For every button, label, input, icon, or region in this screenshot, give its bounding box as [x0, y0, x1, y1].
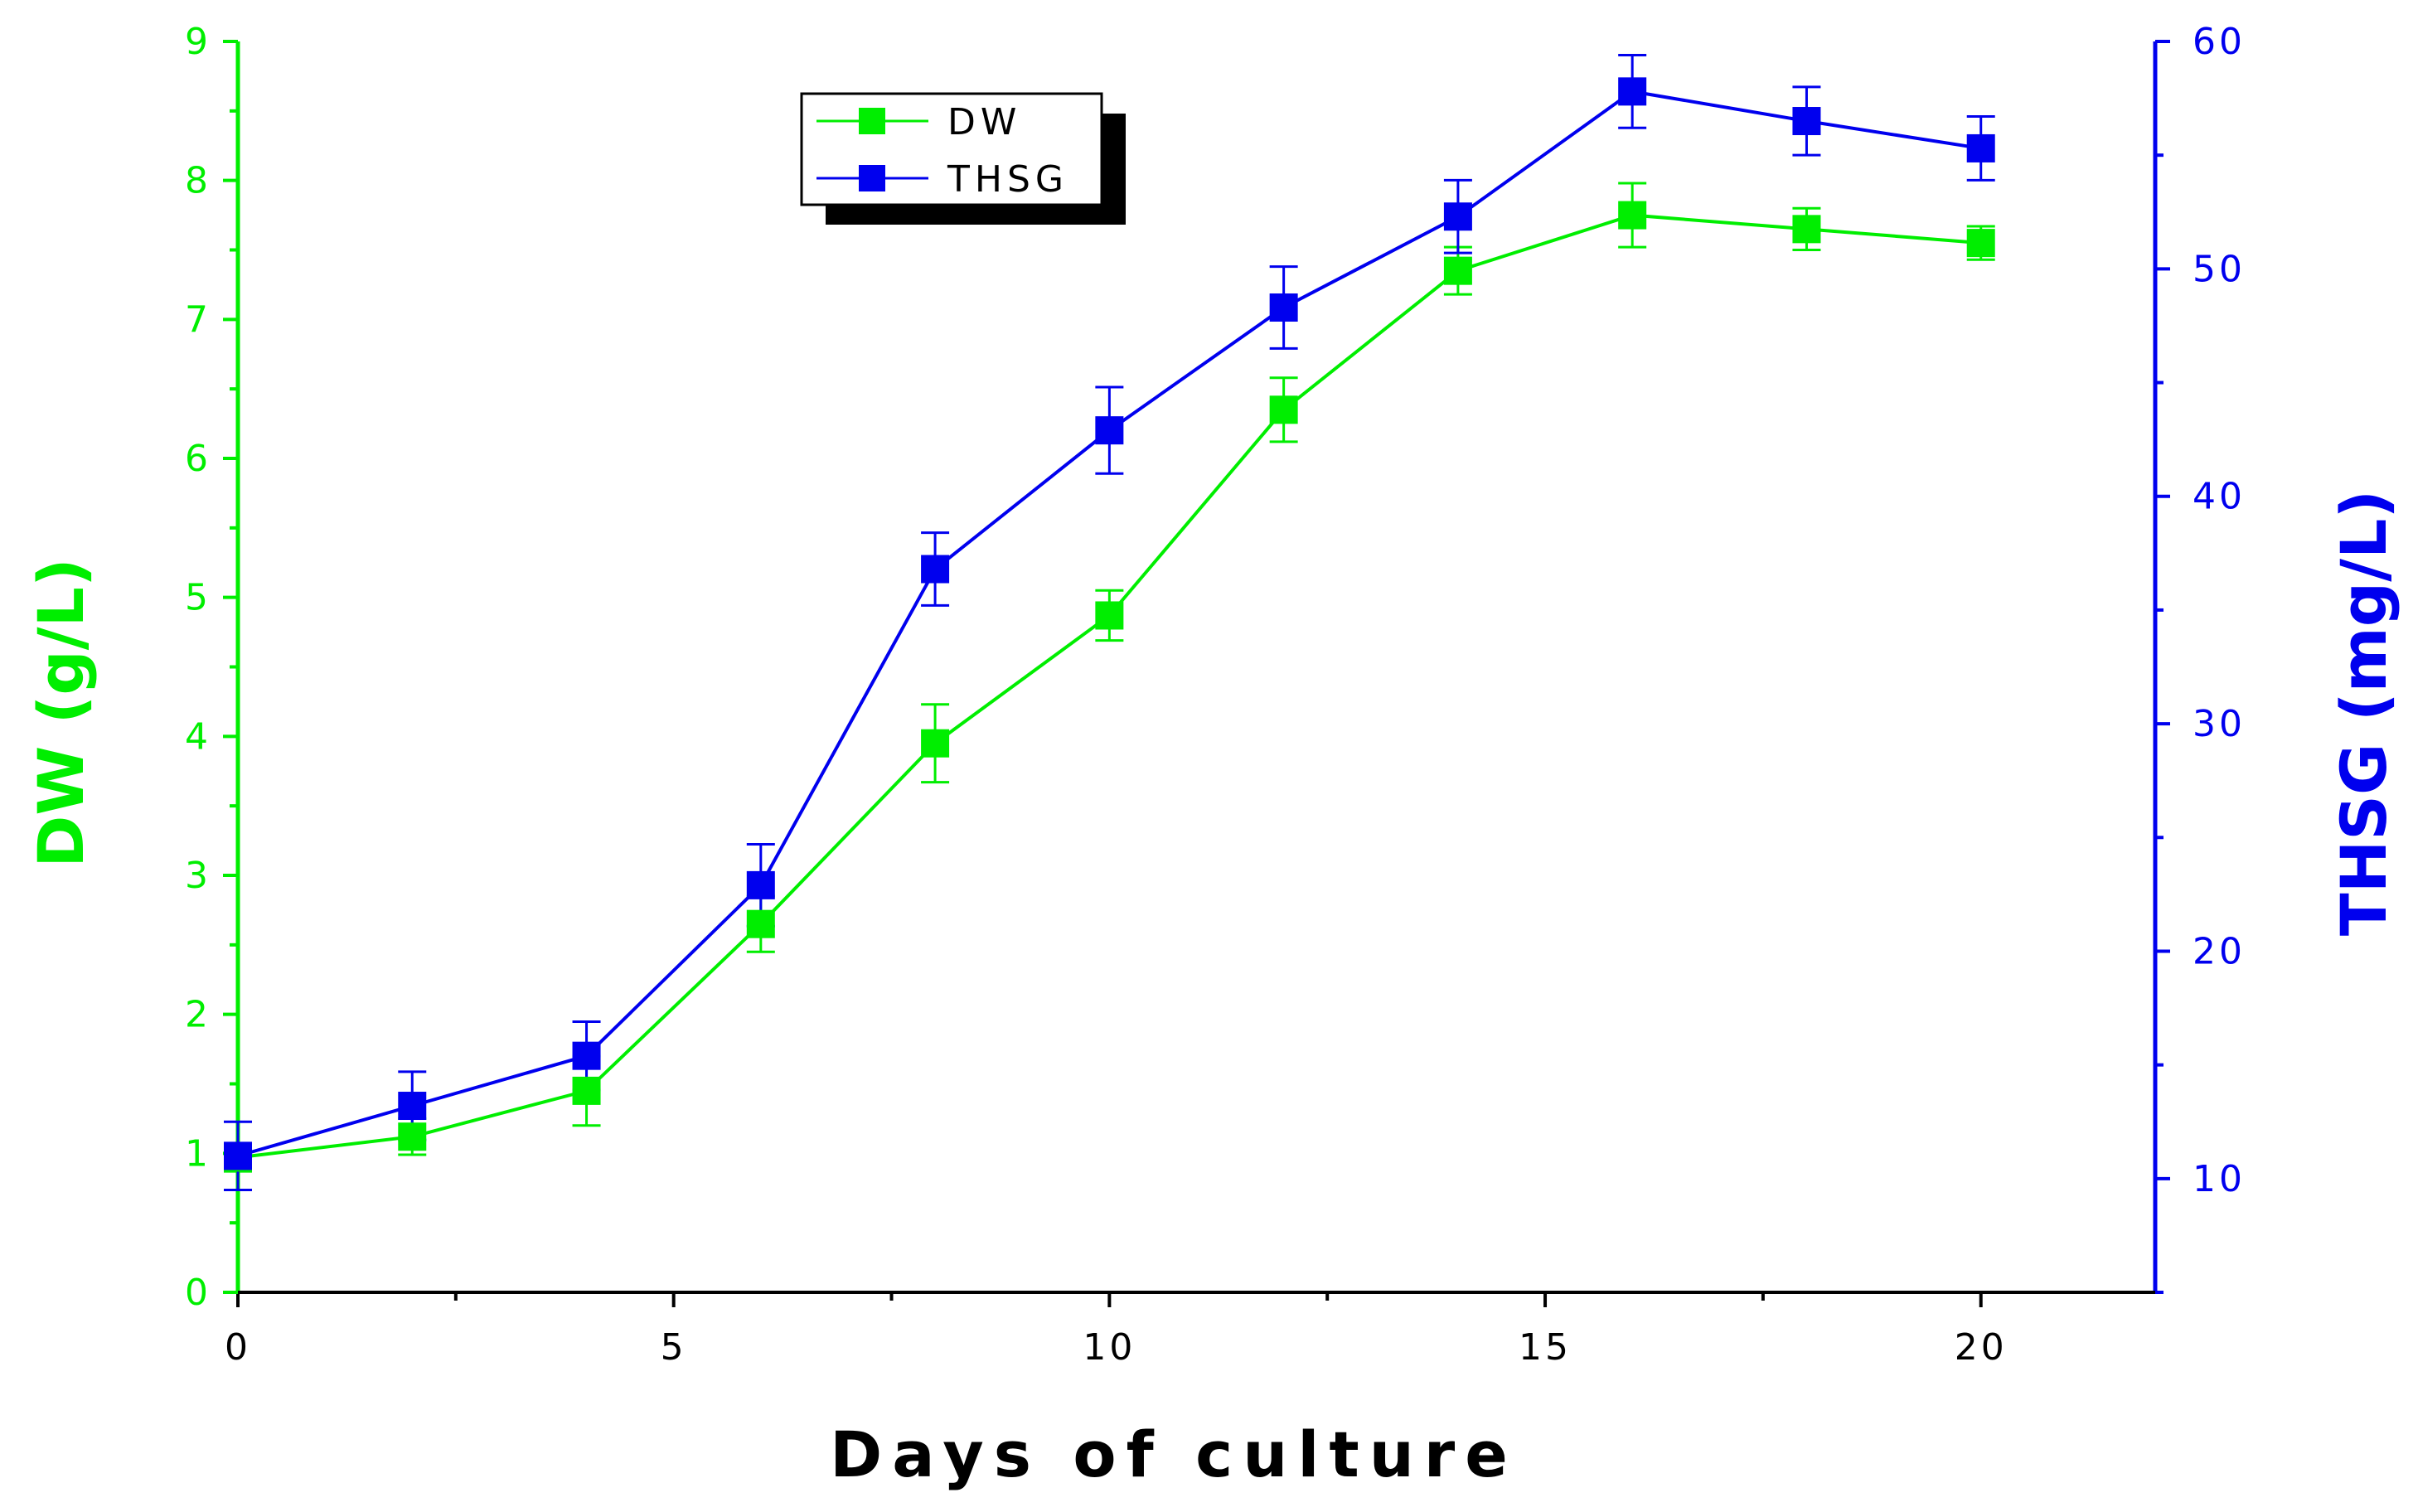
data-point-thsg — [1443, 202, 1472, 231]
data-point-thsg — [1269, 293, 1298, 322]
y-right-tick-label: 50 — [2193, 248, 2246, 290]
y-left-tick-label: 9 — [185, 21, 208, 63]
x-tick-label: 5 — [661, 1326, 687, 1369]
data-point-dw — [746, 909, 775, 938]
legend-marker-thsg — [859, 165, 885, 191]
legend: DW THSG — [800, 92, 1126, 225]
data-point-thsg — [746, 870, 775, 899]
data-point-dw — [1966, 229, 1995, 258]
data-point-thsg — [398, 1092, 427, 1121]
y-left-tick-label: 6 — [185, 438, 208, 480]
x-tick-label: 15 — [1519, 1326, 1572, 1369]
axes: 0 5 10 15 20 0 1 2 3 4 5 6 7 8 9 10 20 30 40 50 60 — [185, 21, 2246, 1369]
data-point-thsg — [572, 1041, 601, 1070]
data-point-thsg — [1966, 133, 1995, 162]
x-tick-label: 20 — [1955, 1326, 2008, 1369]
y-left-tick-label: 3 — [185, 855, 208, 897]
y-left-tick-label: 5 — [185, 577, 208, 619]
y-right-tick-label: 40 — [2193, 476, 2246, 518]
data-point-dw — [921, 729, 950, 758]
data-point-thsg — [1618, 77, 1647, 106]
y-left-axis-title: DW (g/L) — [24, 558, 98, 867]
data-point-dw — [1443, 256, 1472, 285]
y-right-axis-title: THSG (mg/L) — [2327, 490, 2401, 936]
y-left-tick-label: 8 — [185, 160, 208, 202]
y-left-tick-label: 1 — [185, 1132, 208, 1175]
data-point-dw — [572, 1076, 601, 1105]
legend-marker-dw — [859, 108, 885, 134]
y-left-tick-label: 0 — [185, 1272, 208, 1314]
y-right-tick-label: 20 — [2193, 930, 2246, 972]
y-left-tick-label: 7 — [185, 298, 208, 341]
data-point-thsg — [1095, 416, 1124, 445]
data-point-dw — [1095, 601, 1124, 630]
y-right-tick-label: 60 — [2193, 21, 2246, 63]
y-right-tick-label: 10 — [2193, 1158, 2246, 1200]
x-tick-label: 10 — [1083, 1326, 1136, 1369]
x-axis-title: Days of culture — [830, 1418, 1518, 1491]
data-point-dw — [398, 1122, 427, 1151]
legend-label-thsg: THSG — [947, 158, 1068, 201]
data-point-dw — [1618, 201, 1647, 230]
data-point-dw — [1792, 215, 1821, 244]
y-left-tick-label: 4 — [185, 715, 208, 758]
data-points — [224, 77, 1995, 1172]
series-line-dw — [237, 213, 1981, 1160]
data-point-thsg — [1792, 107, 1821, 136]
data-point-thsg — [224, 1141, 252, 1170]
data-point-thsg — [921, 555, 950, 584]
data-point-dw — [1269, 395, 1298, 424]
y-left-tick-label: 2 — [185, 994, 208, 1036]
y-right-tick-label: 30 — [2193, 703, 2246, 745]
legend-box — [800, 92, 1103, 206]
x-tick-label: 0 — [225, 1326, 251, 1369]
legend-label-dw: DW — [947, 101, 1021, 143]
